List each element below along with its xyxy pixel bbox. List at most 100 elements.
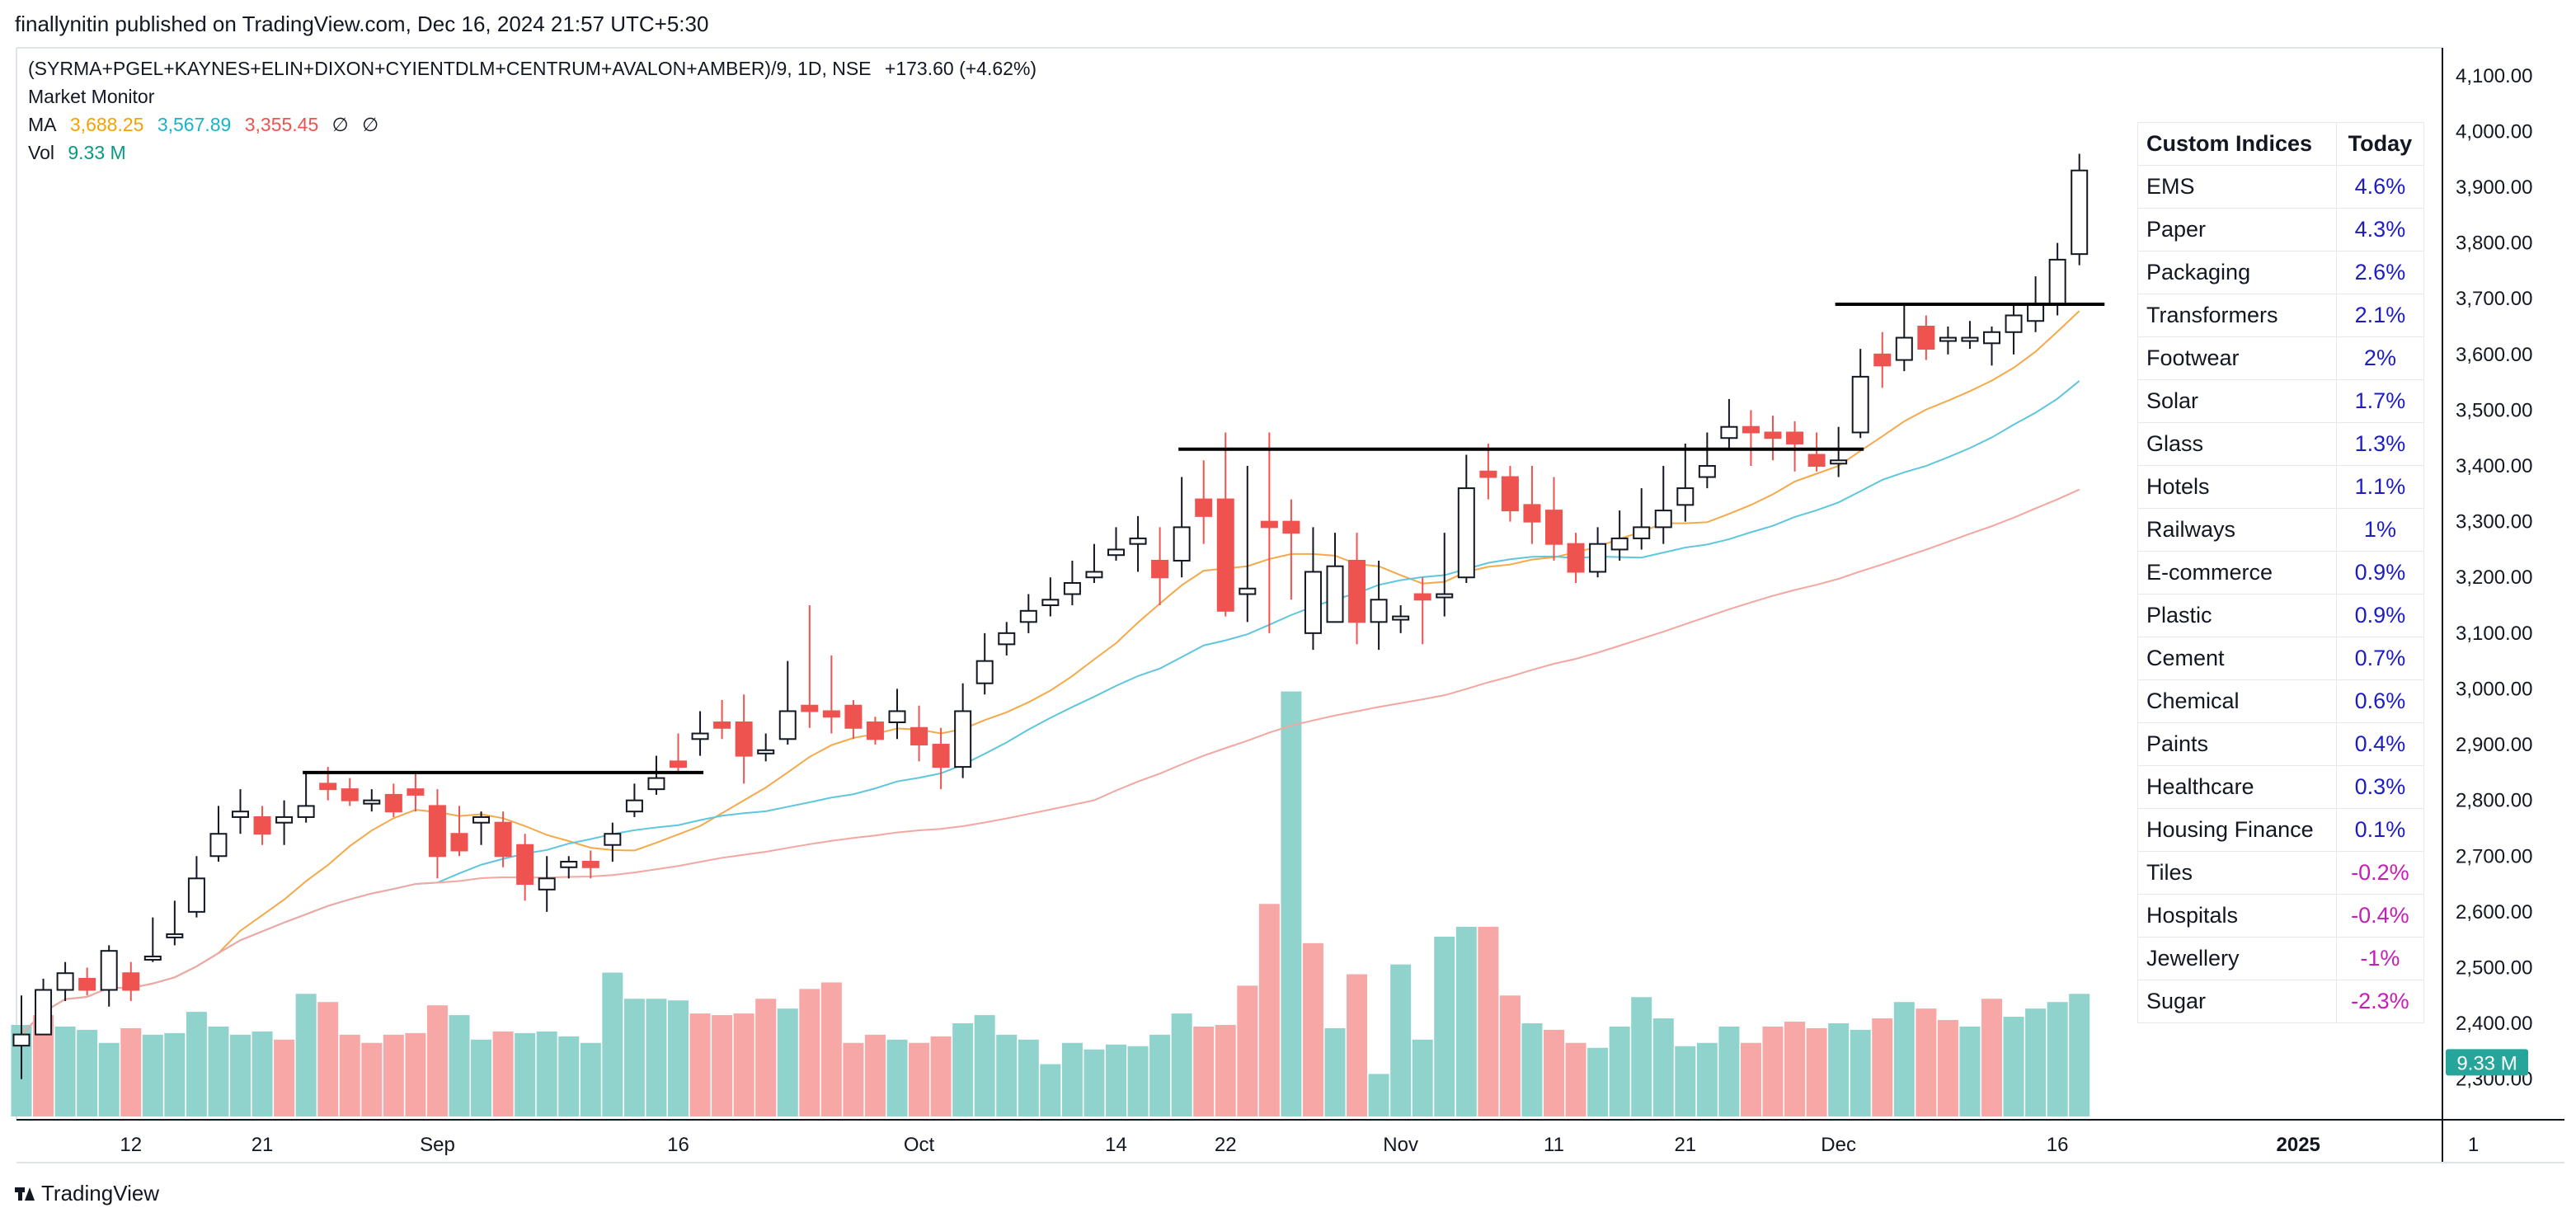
candle-body[interactable] (670, 760, 687, 768)
candle-body[interactable] (2005, 314, 2023, 333)
candle-body[interactable] (998, 632, 1016, 646)
candle-body[interactable] (538, 877, 556, 891)
candle-body[interactable] (1151, 559, 1169, 579)
candle-body[interactable] (1216, 498, 1234, 612)
candle-body[interactable] (932, 744, 950, 768)
candle-body[interactable] (2071, 169, 2089, 256)
candle-body[interactable] (428, 805, 446, 858)
candle-body[interactable] (757, 749, 775, 754)
candle-body[interactable] (35, 989, 53, 1036)
candle-body[interactable] (735, 721, 753, 757)
candle-body[interactable] (363, 799, 381, 805)
candle-body[interactable] (778, 710, 797, 740)
candle-body[interactable] (187, 877, 205, 913)
candle-body[interactable] (319, 783, 337, 791)
candle-body[interactable] (1129, 537, 1147, 545)
candle-body[interactable] (297, 805, 315, 818)
candle-body[interactable] (407, 788, 425, 796)
candle-body[interactable] (866, 721, 884, 740)
candle-body[interactable] (975, 660, 994, 684)
candle-body[interactable] (604, 833, 622, 846)
candle-body[interactable] (1545, 510, 1563, 545)
candle-body[interactable] (888, 710, 906, 724)
candle-body[interactable] (954, 710, 972, 768)
candle-body[interactable] (253, 815, 271, 835)
candle-body[interactable] (1610, 537, 1629, 551)
candle-body[interactable] (166, 933, 184, 938)
legend-vol-row[interactable]: Vol 9.33 M (28, 142, 134, 164)
candle-body[interactable] (12, 1033, 31, 1047)
candle-body[interactable] (1173, 526, 1191, 562)
candle-body[interactable] (1501, 476, 1519, 512)
candle-body[interactable] (1786, 431, 1804, 444)
candle-body[interactable] (1567, 543, 1585, 573)
candle-body[interactable] (1523, 504, 1541, 523)
legend-indicator-name[interactable]: Market Monitor (28, 86, 155, 107)
candle-body[interactable] (691, 732, 709, 740)
candle-body[interactable] (232, 811, 249, 818)
candle-body[interactable] (1961, 336, 1979, 342)
candle-body[interactable] (450, 833, 468, 852)
candle-body[interactable] (910, 726, 928, 746)
candle-body[interactable] (1370, 599, 1388, 623)
candle-body[interactable] (472, 815, 491, 824)
candle-body[interactable] (1939, 336, 1957, 342)
candle-body[interactable] (100, 950, 118, 991)
candle-body[interactable] (1895, 336, 1913, 361)
candle-body[interactable] (1676, 487, 1695, 506)
candle-body[interactable] (1436, 593, 1454, 599)
candle-body[interactable] (1589, 543, 1607, 573)
candle-body[interactable] (1392, 615, 1410, 621)
candle-body[interactable] (2048, 258, 2066, 305)
candle-body[interactable] (209, 833, 228, 858)
candle-body[interactable] (516, 844, 534, 886)
candle-body[interactable] (1633, 526, 1651, 539)
candle-body[interactable] (581, 861, 599, 868)
candle-body[interactable] (341, 788, 359, 801)
legend-symbol[interactable]: (SYRMA+PGEL+KAYNES+ELIN+DIXON+CYIENTDLM+… (28, 58, 872, 79)
candle-body[interactable] (1742, 425, 1760, 434)
candle-body[interactable] (122, 972, 140, 991)
candle-body[interactable] (1348, 559, 1366, 623)
candle-body[interactable] (1063, 582, 1081, 595)
tradingview-logo[interactable]: TradingView (15, 1181, 159, 1206)
candle-body[interactable] (1085, 571, 1103, 579)
candle-body[interactable] (1698, 465, 1716, 478)
candle-body[interactable] (1413, 593, 1431, 601)
candle-body[interactable] (1326, 565, 1344, 623)
candle-body[interactable] (494, 821, 512, 858)
candle-body[interactable] (1282, 520, 1300, 534)
candle-body[interactable] (1195, 498, 1213, 517)
candle-body[interactable] (625, 799, 643, 813)
candle-body[interactable] (713, 721, 731, 729)
candle-body[interactable] (822, 710, 840, 718)
candle-body[interactable] (560, 861, 578, 868)
candle-body[interactable] (384, 793, 402, 813)
candle-body[interactable] (1983, 331, 2000, 345)
candle-body[interactable] (1479, 470, 1497, 478)
legend-ma-row[interactable]: MA 3,688.25 3,567.89 3,355.45 ∅ ∅ (28, 114, 387, 136)
candle-body[interactable] (647, 777, 665, 791)
candle-body[interactable] (2027, 303, 2045, 322)
candle-body[interactable] (1830, 459, 1848, 465)
candle-body[interactable] (1917, 326, 1935, 350)
candle-body[interactable] (1239, 587, 1257, 595)
candle-body[interactable] (78, 977, 96, 991)
candle-body[interactable] (1019, 609, 1037, 623)
candle-body[interactable] (1107, 548, 1125, 557)
candle-body[interactable] (1851, 375, 1869, 434)
candle-body[interactable] (1873, 353, 1892, 367)
candle-body[interactable] (1041, 599, 1060, 607)
candle-body[interactable] (275, 815, 294, 824)
candle-body[interactable] (1807, 454, 1826, 468)
candle-body[interactable] (1260, 520, 1278, 529)
candle-body[interactable] (1764, 431, 1782, 439)
candle-body[interactable] (1720, 425, 1738, 439)
candle-body[interactable] (1304, 571, 1322, 634)
candle-body[interactable] (801, 704, 819, 712)
candle-body[interactable] (844, 704, 863, 729)
candle-body[interactable] (1654, 510, 1672, 529)
candle-body[interactable] (56, 972, 74, 991)
candle-body[interactable] (143, 955, 162, 961)
